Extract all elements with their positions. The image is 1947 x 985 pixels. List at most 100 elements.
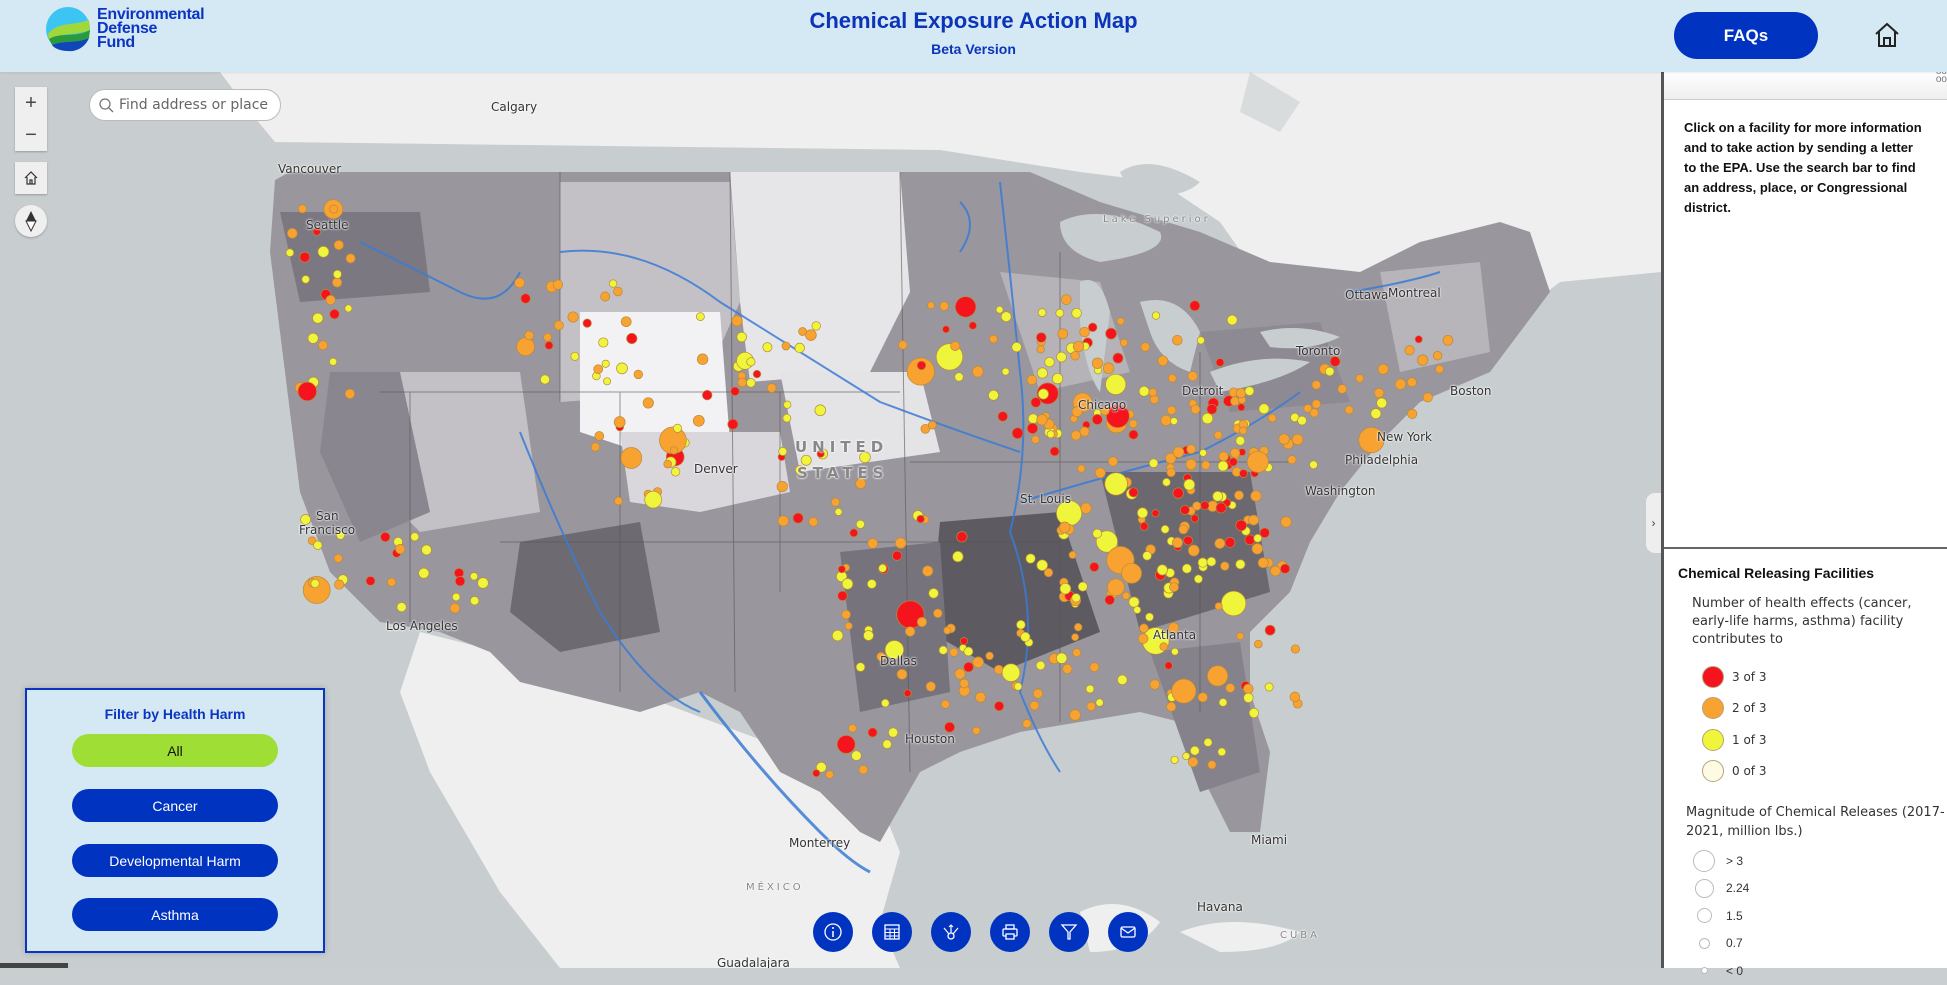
facility-marker[interactable] [959, 637, 968, 646]
facility-marker[interactable] [1133, 605, 1142, 614]
facility-marker[interactable] [898, 340, 908, 350]
facility-marker[interactable] [1092, 528, 1103, 539]
facility-marker[interactable] [815, 761, 827, 773]
facility-marker[interactable] [1235, 387, 1247, 399]
facility-marker[interactable] [1220, 590, 1247, 617]
facility-marker[interactable] [954, 372, 964, 382]
filter-developmental-harm-button[interactable]: Developmental Harm [72, 844, 278, 877]
facility-marker[interactable] [1172, 334, 1183, 346]
facility-marker[interactable] [1156, 564, 1168, 576]
facility-marker[interactable] [613, 286, 623, 297]
facility-marker[interactable] [1414, 335, 1423, 344]
facility-marker[interactable] [1036, 332, 1047, 343]
facility-marker[interactable] [1056, 652, 1068, 664]
facility-marker[interactable] [939, 301, 949, 311]
facility-marker[interactable] [633, 369, 643, 380]
facility-marker[interactable] [620, 316, 632, 328]
facility-marker[interactable] [808, 516, 819, 527]
facility-marker[interactable] [299, 251, 311, 263]
facility-marker[interactable] [582, 318, 592, 328]
facility-marker[interactable] [1036, 414, 1048, 426]
facility-marker[interactable] [344, 304, 353, 313]
facility-marker[interactable] [1128, 429, 1139, 440]
facility-marker[interactable] [882, 739, 892, 749]
facility-marker[interactable] [1159, 642, 1168, 651]
facility-marker[interactable] [851, 750, 862, 761]
facility-marker[interactable] [1035, 660, 1046, 671]
facility-marker[interactable] [300, 514, 311, 525]
facility-marker[interactable] [1070, 350, 1080, 361]
facility-marker[interactable] [849, 528, 859, 538]
facility-marker[interactable] [620, 447, 643, 469]
facility-marker[interactable] [1264, 682, 1274, 692]
facility-marker[interactable] [644, 490, 663, 509]
facility-marker[interactable] [863, 630, 874, 641]
facility-marker[interactable] [1311, 399, 1322, 409]
facility-marker[interactable] [1149, 679, 1161, 690]
facility-marker[interactable] [451, 592, 461, 602]
facility-marker[interactable] [1309, 408, 1319, 418]
facility-marker[interactable] [927, 301, 935, 310]
facility-marker[interactable] [1094, 467, 1106, 479]
facility-marker[interactable] [1105, 404, 1130, 428]
facility-marker[interactable] [1020, 631, 1031, 642]
facility-marker[interactable] [395, 544, 406, 555]
facility-marker[interactable] [836, 735, 856, 754]
facility-marker[interactable] [1036, 559, 1048, 571]
facility-marker[interactable] [1001, 663, 1021, 682]
facility-marker[interactable] [906, 357, 935, 386]
facility-marker[interactable] [942, 325, 950, 334]
facility-marker[interactable] [1172, 487, 1184, 499]
facility-marker[interactable] [1239, 469, 1248, 478]
facility-marker[interactable] [1145, 612, 1154, 622]
facility-marker[interactable] [1178, 524, 1189, 535]
facility-marker[interactable] [811, 321, 821, 331]
facility-marker[interactable] [1025, 553, 1036, 564]
filter-all-button[interactable]: All [72, 734, 278, 767]
facility-marker[interactable] [477, 577, 489, 589]
facility-marker[interactable] [1031, 435, 1040, 444]
facility-marker[interactable] [1203, 737, 1213, 747]
facility-marker[interactable] [1376, 397, 1388, 409]
facility-marker[interactable] [859, 451, 871, 464]
facility-marker[interactable] [608, 279, 618, 288]
facility-marker[interactable] [410, 532, 420, 542]
facility-marker[interactable] [329, 204, 339, 214]
facility-marker[interactable] [516, 337, 535, 357]
facility-marker[interactable] [1217, 460, 1229, 472]
facility-marker[interactable] [736, 331, 747, 343]
facility-marker[interactable] [954, 668, 966, 680]
facility-marker[interactable] [1032, 688, 1044, 699]
facility-marker[interactable] [1187, 544, 1200, 557]
facility-marker[interactable] [988, 389, 999, 401]
facility-marker[interactable] [888, 727, 899, 738]
facility-marker[interactable] [878, 563, 887, 573]
facility-marker[interactable] [663, 459, 672, 469]
facility-marker[interactable] [1442, 334, 1454, 346]
facility-marker[interactable] [1030, 397, 1042, 408]
facility-marker[interactable] [1355, 374, 1364, 383]
facility-marker[interactable] [702, 389, 713, 401]
facility-marker[interactable] [1122, 591, 1131, 600]
default-extent-button[interactable] [15, 162, 47, 194]
facility-marker[interactable] [1230, 396, 1240, 406]
facility-marker[interactable] [1250, 490, 1262, 502]
facility-marker[interactable] [1105, 373, 1127, 395]
faqs-button[interactable]: FAQs [1674, 12, 1818, 59]
facility-marker[interactable] [1344, 405, 1354, 415]
facility-marker[interactable] [867, 538, 879, 549]
facility-marker[interactable] [601, 359, 610, 368]
facility-marker[interactable] [570, 351, 580, 361]
facility-marker[interactable] [1268, 413, 1277, 423]
facility-marker[interactable] [1226, 314, 1238, 326]
facility-marker[interactable] [1329, 356, 1341, 367]
facility-marker[interactable] [1246, 450, 1269, 473]
facility-marker[interactable] [1029, 700, 1040, 711]
facility-marker[interactable] [1291, 433, 1304, 446]
facility-marker[interactable] [600, 291, 611, 302]
facility-marker[interactable] [1311, 380, 1321, 390]
facility-marker[interactable] [746, 357, 756, 367]
facility-marker[interactable] [1243, 692, 1254, 703]
facility-marker[interactable] [544, 341, 554, 350]
facility-marker[interactable] [778, 447, 788, 456]
